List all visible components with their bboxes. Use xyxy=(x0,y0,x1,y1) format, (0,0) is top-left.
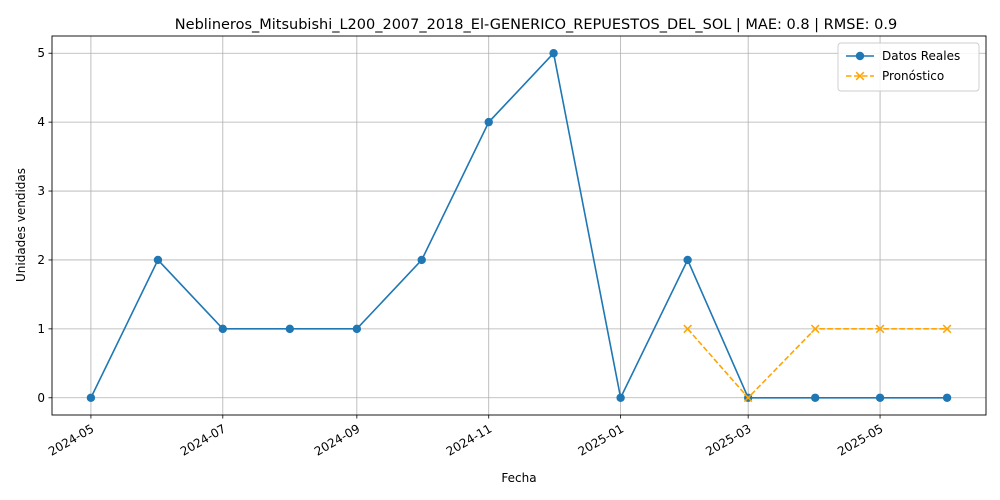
grid xyxy=(52,36,986,415)
legend-marker xyxy=(855,51,865,61)
series-actual xyxy=(86,49,952,402)
chart-title: Neblineros_Mitsubishi_L200_2007_2018_El-… xyxy=(175,17,897,33)
y-tick-label: 0 xyxy=(37,391,45,405)
legend: Datos Reales Pronóstico xyxy=(837,42,980,92)
data-point xyxy=(285,324,295,334)
series-forecast xyxy=(683,324,952,403)
data-point xyxy=(683,324,692,334)
plot-frame xyxy=(51,35,987,416)
data-point xyxy=(616,393,625,402)
x-axis-label: Fecha xyxy=(501,471,536,485)
data-point xyxy=(875,393,885,402)
data-point xyxy=(683,255,692,265)
y-tick-label: 5 xyxy=(37,46,45,60)
data-point xyxy=(810,324,820,334)
y-tick-label: 3 xyxy=(37,184,45,198)
data-point xyxy=(810,393,820,402)
legend-label: Pronóstico xyxy=(882,69,944,83)
data-point xyxy=(352,324,362,334)
series-layer xyxy=(86,49,952,403)
data-point xyxy=(942,324,952,334)
data-point xyxy=(218,324,228,334)
y-axis-label: Unidades vendidas xyxy=(14,168,28,282)
data-point xyxy=(484,117,493,127)
legend-box xyxy=(837,42,980,92)
data-point xyxy=(417,255,426,265)
legend-entry: Datos Reales xyxy=(846,49,960,63)
data-point xyxy=(942,393,952,402)
data-point xyxy=(875,324,885,334)
legend-label: Datos Reales xyxy=(882,49,960,63)
data-point xyxy=(153,255,163,265)
y-tick-label: 1 xyxy=(37,322,45,336)
legend-entry: Pronóstico xyxy=(846,69,944,83)
data-point xyxy=(743,393,753,403)
y-tick-label: 2 xyxy=(37,253,45,267)
data-point xyxy=(549,49,558,58)
y-tick-label: 4 xyxy=(37,115,45,129)
legend-marker xyxy=(855,71,865,81)
series-line xyxy=(90,51,948,401)
data-point xyxy=(86,393,96,402)
